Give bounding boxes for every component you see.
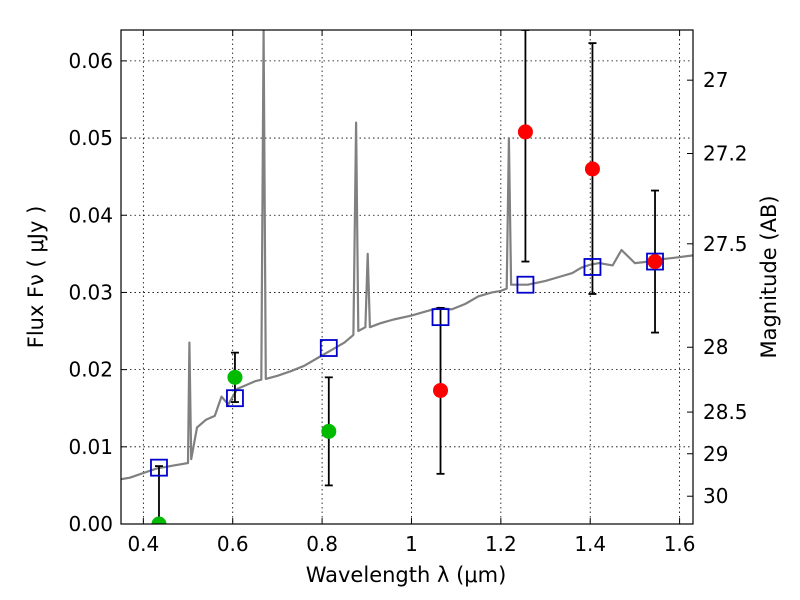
model-photometry-square	[583, 258, 602, 276]
data-markers	[150, 124, 664, 524]
model-spectrum-line	[121, 30, 693, 481]
y-tick-label: 0.01	[68, 435, 113, 459]
y-tick-label: 0.03	[68, 280, 113, 304]
green-data-point	[151, 516, 167, 524]
y-axis-label: Flux Fν ( μJy )	[24, 206, 48, 349]
x-axis-label: Wavelength λ (μm)	[306, 563, 507, 587]
x-tick-label: 1.4	[574, 532, 606, 556]
x-tick-label: 0.6	[217, 532, 249, 556]
y-tick-label: 0.04	[68, 203, 113, 227]
x-tick-label: 0.4	[127, 532, 159, 556]
red-data-point	[517, 124, 533, 140]
y2-tick-label: 29	[703, 442, 728, 466]
green-data-point	[227, 369, 243, 385]
model-photometry-square	[646, 252, 664, 271]
y2-axis-label: Magnitude (AB)	[757, 195, 781, 358]
model-photometry-square	[516, 275, 535, 294]
model-photometry-square	[226, 389, 244, 408]
y2-tick-label: 30	[703, 484, 728, 508]
y-tick-label: 0.00	[68, 512, 113, 536]
x-tick-label: 1.2	[485, 532, 517, 556]
x-tick-label: 0.8	[306, 532, 338, 556]
model-photometry-square	[319, 339, 338, 357]
x-tick-label: 1	[405, 532, 418, 556]
model-photometry-square	[150, 458, 168, 477]
y2-tick-label: 27.2	[703, 142, 748, 166]
red-data-point	[647, 254, 663, 270]
plot-frame	[120, 29, 694, 525]
y2-tick-label: 28.5	[703, 400, 748, 424]
y-tick-label: 0.02	[68, 358, 113, 382]
red-data-point	[584, 161, 600, 177]
model-photometry-square	[431, 308, 450, 327]
y2-tick-label: 27.5	[703, 232, 748, 256]
y2-tick-label: 27	[703, 68, 728, 92]
green-data-point	[321, 423, 337, 439]
x-tick-label: 1.6	[664, 532, 696, 556]
y2-tick-label: 28	[703, 335, 728, 359]
axis-ticks: 0.4 0.6 0.8 1 1.2 1.4 1.6 0.00 0.01 0.02 0.03 0.04 0…	[68, 30, 748, 556]
model-spectrum	[121, 30, 693, 481]
y-tick-label: 0.05	[68, 126, 113, 150]
red-data-point	[433, 382, 449, 398]
y-tick-label: 0.06	[68, 49, 113, 73]
